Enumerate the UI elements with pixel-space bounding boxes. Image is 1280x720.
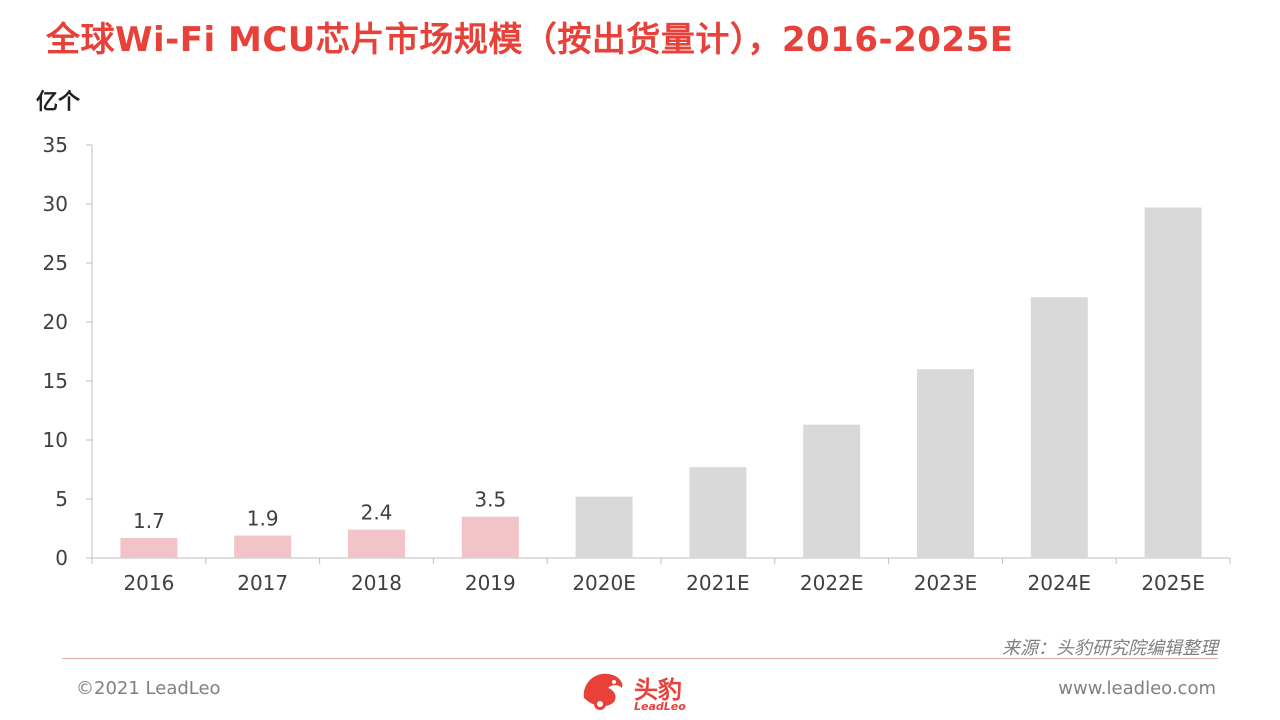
x-tick-label: 2022E — [800, 571, 864, 595]
bar-2023E — [917, 369, 974, 558]
y-tick-label: 0 — [55, 546, 68, 570]
bar-2017 — [234, 535, 292, 558]
y-tick-label: 10 — [43, 428, 68, 452]
bar-2022E — [803, 424, 861, 558]
data-label: 1.7 — [133, 509, 165, 533]
logo-subtext: LeadLeo — [634, 700, 686, 713]
bar-2021E — [689, 467, 747, 558]
data-label: 2.4 — [361, 501, 393, 525]
leopard-icon — [583, 673, 623, 710]
bar-2025E — [1144, 207, 1202, 559]
bar-2016 — [120, 537, 178, 558]
x-tick-label: 2018 — [351, 571, 402, 595]
x-tick-label: 2021E — [686, 571, 750, 595]
x-tick-label: 2024E — [1028, 571, 1092, 595]
y-tick-label: 30 — [43, 192, 68, 216]
data-label: 1.9 — [247, 507, 279, 531]
x-tick-label: 2019 — [465, 571, 516, 595]
x-tick-label: 2020E — [572, 571, 636, 595]
y-axis-unit-label: 亿个 — [36, 90, 81, 115]
bar-chart: 0 5 10 15 20 25 30 35 2016 1.7 2017 1.9 2018 2.4 2019… — [43, 133, 1231, 595]
y-tick-label: 15 — [43, 369, 68, 393]
data-label: 3.5 — [474, 488, 506, 512]
page-title: 全球Wi-Fi MCU芯片市场规模（按出货量计），2016-2025E — [46, 20, 1014, 60]
bar-2019 — [461, 516, 519, 558]
x-tick-label: 2017 — [237, 571, 288, 595]
leadleo-logo: 头豹 LeadLeo — [578, 664, 708, 718]
source-note: 来源：头豹研究院编辑整理 — [1002, 638, 1218, 659]
y-tick-label: 20 — [43, 310, 68, 334]
y-tick-label: 35 — [43, 133, 68, 157]
y-tick-label: 25 — [43, 251, 68, 275]
bar-2018 — [348, 529, 405, 558]
x-tick-label: 2016 — [123, 571, 174, 595]
logo-text: 头豹 — [634, 676, 682, 704]
footer-divider — [62, 658, 1218, 659]
website-link[interactable]: www.leadleo.com — [1058, 678, 1216, 699]
x-tick-label: 2023E — [914, 571, 978, 595]
y-tick-label: 5 — [55, 487, 68, 511]
x-tick-label: 2025E — [1141, 571, 1205, 595]
copyright-text: ©2021 LeadLeo — [76, 678, 221, 699]
bar-2024E — [1030, 297, 1088, 558]
bar-2020E — [575, 496, 633, 558]
